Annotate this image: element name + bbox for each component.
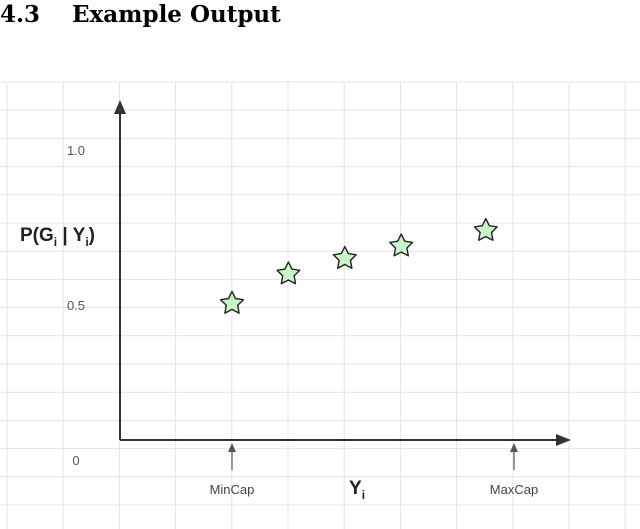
star-point (332, 245, 357, 269)
y-tick-label: 0 (72, 453, 79, 468)
section-title: Example Output (72, 1, 281, 28)
star-point (473, 217, 498, 241)
y-axis-label: P(Gi | Yi) (20, 225, 95, 249)
x-annotation-arrowhead (228, 443, 236, 452)
x-annotation-arrowhead (510, 443, 518, 452)
x-annotation-label: MinCap (210, 482, 255, 497)
star-point (219, 290, 245, 314)
x-axis-arrowhead (556, 434, 571, 446)
x-axis-label: Yi (349, 478, 365, 502)
x-annotation-label: MaxCap (490, 482, 538, 497)
y-tick-labels: 1.0 0.5 0 (67, 143, 85, 468)
axes (114, 100, 571, 446)
section-heading: 4.3 Example Output (0, 0, 281, 30)
y-axis-arrowhead (114, 100, 126, 114)
y-tick-label: 1.0 (67, 143, 85, 158)
data-points (219, 217, 498, 314)
grid (0, 81, 640, 529)
section-number: 4.3 (0, 1, 41, 28)
star-point (389, 233, 414, 257)
star-point (276, 261, 301, 285)
y-tick-label: 0.5 (67, 298, 85, 313)
x-annotations: MinCap MaxCap (210, 443, 538, 497)
